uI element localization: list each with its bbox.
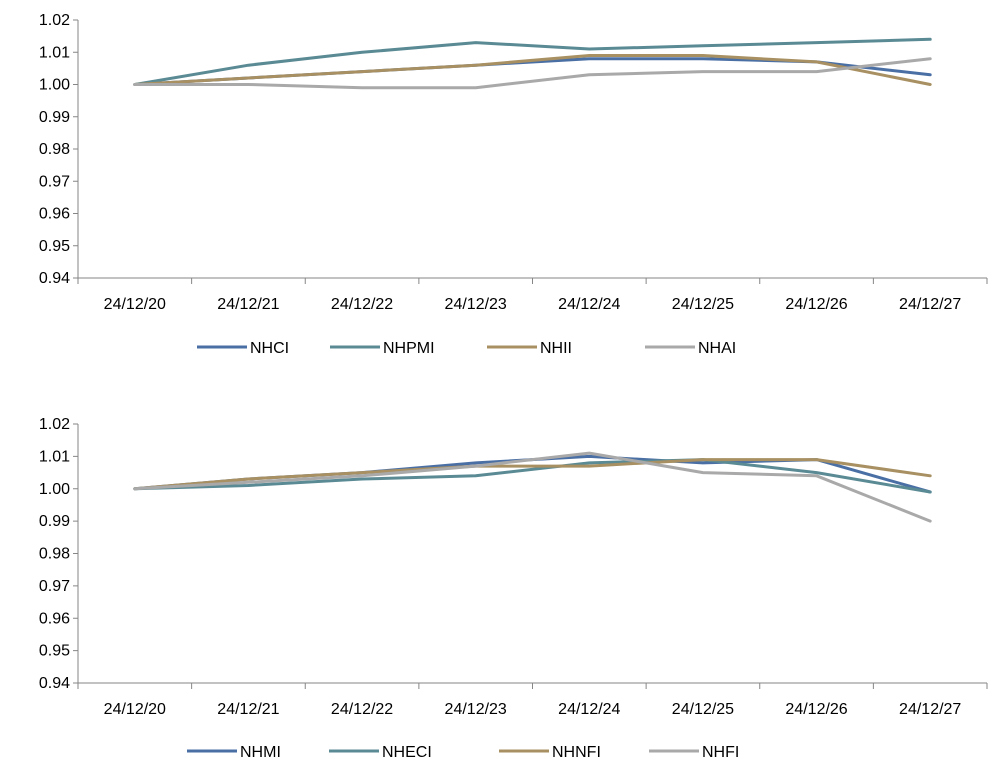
x-tick-label: 24/12/27: [899, 296, 961, 313]
series-line-nhfi: [133, 451, 932, 523]
x-tick-label: 24/12/24: [558, 701, 620, 718]
series-line-nhpmi: [133, 37, 932, 86]
y-tick-label: 1.01: [39, 44, 70, 61]
y-tick-label: 0.99: [39, 513, 70, 530]
y-tick-label: 1.02: [39, 416, 70, 433]
legend-label-nhmi: NHMI: [240, 744, 281, 761]
x-tick-label: 24/12/25: [672, 701, 734, 718]
y-tick-label: 0.95: [39, 643, 70, 660]
legend-label-nhai: NHAI: [698, 340, 736, 357]
x-tick-label: 24/12/21: [217, 701, 279, 718]
legend-label-nheci: NHECI: [382, 744, 432, 761]
legend-label-nhpmi: NHPMI: [383, 340, 435, 357]
x-tick-label: 24/12/21: [217, 296, 279, 313]
y-tick-label: 0.96: [39, 610, 70, 627]
y-tick-label: 1.00: [39, 77, 70, 94]
y-tick-label: 0.95: [39, 238, 70, 255]
x-tick-label: 24/12/25: [672, 296, 734, 313]
y-tick-label: 0.97: [39, 173, 70, 190]
x-tick-label: 24/12/26: [785, 296, 847, 313]
x-tick-label: 24/12/20: [104, 296, 166, 313]
x-tick-label: 24/12/27: [899, 701, 961, 718]
x-tick-label: 24/12/24: [558, 296, 620, 313]
x-tick-label: 24/12/22: [331, 296, 393, 313]
chart-top: 0.94 0.95 0.96 0.97 0.98 0.99 1.00 1.01 1.02 24/1…: [39, 12, 988, 357]
y-tick-label: 0.98: [39, 546, 70, 563]
y-tick-label: 0.99: [39, 109, 70, 126]
x-tick-label: 24/12/23: [445, 296, 507, 313]
series-line-nhii: [133, 54, 932, 86]
chart-bottom: 0.94 0.95 0.96 0.97 0.98 0.99 1.00 1.01 1.02 24/1…: [39, 416, 988, 761]
x-tick-label: 24/12/22: [331, 701, 393, 718]
legend-label-nhfi: NHFI: [702, 744, 739, 761]
series-line-nhai: [133, 57, 932, 90]
legend-label-nhci: NHCI: [250, 340, 289, 357]
y-tick-label: 1.01: [39, 448, 70, 465]
x-tick-label: 24/12/26: [785, 701, 847, 718]
y-tick-label: 0.96: [39, 206, 70, 223]
y-tick-label: 1.00: [39, 481, 70, 498]
legend-label-nhii: NHII: [540, 340, 572, 357]
y-tick-label: 0.97: [39, 578, 70, 595]
series-line-nhnfi: [133, 458, 932, 491]
y-tick-label: 0.94: [39, 675, 70, 692]
y-tick-label: 0.94: [39, 270, 70, 287]
legend-label-nhnfi: NHNFI: [552, 744, 601, 761]
x-tick-label: 24/12/20: [104, 701, 166, 718]
x-tick-label: 24/12/23: [445, 701, 507, 718]
y-tick-label: 1.02: [39, 12, 70, 29]
series-line-nheci: [133, 458, 932, 494]
y-tick-label: 0.98: [39, 141, 70, 158]
